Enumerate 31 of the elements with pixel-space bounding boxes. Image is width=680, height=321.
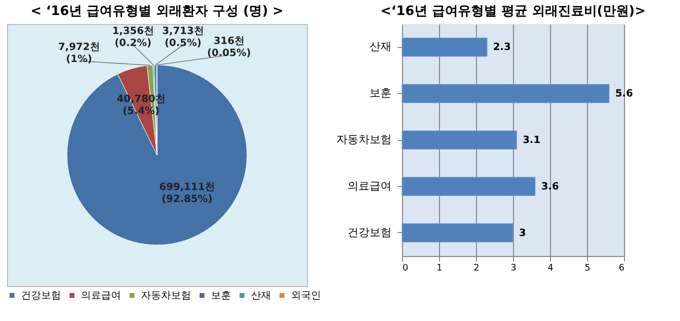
data-label: 3,713천 (0.5%) (162, 26, 204, 49)
data-label: 1,356천 (0.2%) (112, 26, 154, 49)
data-label: 3.6 (541, 181, 559, 192)
legend-label: 건강보험 (21, 290, 61, 302)
data-label: 3.1 (522, 135, 540, 146)
y-tick-label: 보훈 (370, 86, 392, 100)
data-label: 3 (519, 228, 526, 239)
y-tick-label: 건강보험 (348, 226, 392, 239)
chart-title: <‘16년 급여유형별 평균 외래진료비(만원)> (380, 4, 646, 19)
x-tick-label: 5 (584, 264, 590, 274)
chart-title: < ‘16년 급여유형별 외래환자 구성 (명) > (30, 4, 284, 19)
x-tick-label: 0 (402, 264, 408, 274)
data-label: 316천 (0.05%) (207, 36, 251, 59)
y-tick-label: 산재 (370, 40, 392, 54)
legend-label: 의료급여 (81, 290, 121, 302)
data-label: 699,111천 (92.85%) (159, 182, 215, 205)
x-tick-label: 3 (510, 264, 516, 274)
y-tick-label: 자동차보험 (336, 133, 392, 146)
legend-label: 보훈 (211, 290, 231, 302)
x-tick-label: 4 (548, 264, 554, 274)
data-label: 7,972천 (1%) (58, 42, 100, 65)
data-label: 2.3 (493, 42, 511, 54)
legend-label: 외국인 (291, 290, 321, 302)
data-label: 5.6 (615, 88, 633, 100)
x-tick-label: 6 (618, 264, 625, 274)
legend-label: 자동차보험 (141, 290, 191, 302)
x-tick-label: 2 (474, 264, 480, 274)
y-tick-label: 의료급여 (348, 179, 392, 192)
data-label: 40,780천 (5.4%) (116, 94, 166, 117)
x-tick-label: 1 (436, 264, 442, 274)
legend-label: 산재 (251, 290, 271, 302)
